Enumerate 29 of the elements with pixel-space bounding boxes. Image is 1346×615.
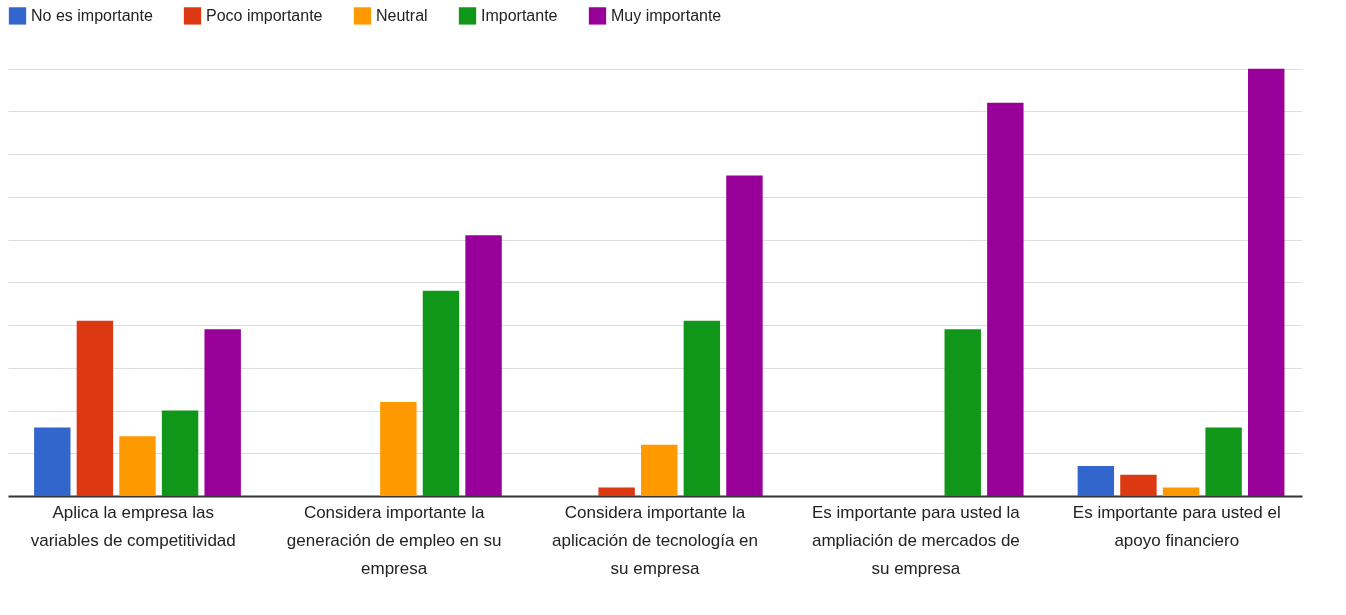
bar (422, 290, 460, 496)
bar (726, 175, 763, 496)
bar (1248, 68, 1285, 496)
legend-label: Muy importante (611, 6, 722, 24)
legend-label: Importante (481, 6, 558, 24)
legend-label: No es importante (31, 6, 153, 24)
bar (1120, 474, 1157, 496)
x-tick-label: Es importante para usted el apoyo financiero (1072, 502, 1281, 550)
bar (1205, 427, 1242, 496)
bar (598, 487, 635, 496)
bar (76, 320, 114, 496)
bar (380, 401, 417, 496)
x-tick-label: Considera importante la generación de empleo en su empresa (286, 502, 502, 578)
x-tick-label: Aplica la empresa las variables de competitividad (30, 502, 236, 550)
x-tick-label: Es importante para usted la ampliación de mercados de su empresa (811, 502, 1021, 578)
bar (465, 235, 502, 496)
bar (944, 329, 981, 496)
bar (683, 320, 721, 496)
x-tick-label: Considera importante la aplicación de tecnología en su empresa (551, 502, 759, 578)
bar (119, 436, 156, 496)
bar (641, 444, 678, 496)
bar (204, 329, 241, 496)
bar (1162, 487, 1200, 496)
legend-label: Poco importante (206, 6, 323, 24)
bar (161, 410, 199, 496)
bar (987, 102, 1024, 496)
legend-label: Neutral (376, 6, 428, 24)
bar (34, 427, 71, 496)
bar (1077, 466, 1115, 496)
